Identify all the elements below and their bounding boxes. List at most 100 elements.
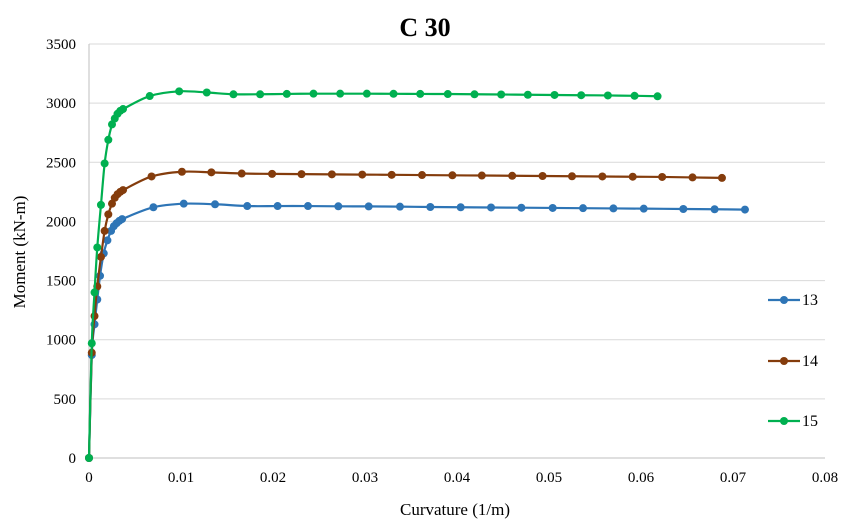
data-point (710, 205, 719, 214)
data-point (256, 90, 265, 99)
data-point (104, 210, 113, 219)
data-point (90, 288, 99, 297)
data-point (577, 91, 586, 100)
data-point (470, 90, 479, 99)
y-axis-label: Moment (kN-m) (10, 196, 29, 309)
data-point (487, 203, 496, 212)
x-tick-label: 0.02 (260, 470, 286, 486)
y-tick-label: 1500 (46, 274, 76, 290)
data-point (477, 171, 486, 180)
series-15 (85, 87, 662, 462)
data-point (273, 202, 282, 211)
data-point (639, 204, 648, 213)
data-point (426, 202, 435, 211)
x-tick-label: 0.07 (720, 470, 747, 486)
series-line (87, 90, 658, 459)
y-tick-label: 3500 (46, 37, 76, 53)
legend-item-13: 13 (768, 292, 818, 309)
data-point (389, 89, 398, 98)
y-tick-label: 3000 (46, 96, 76, 112)
data-point (303, 202, 312, 211)
data-point (207, 168, 216, 177)
data-point (179, 199, 188, 208)
y-tick-label: 0 (69, 451, 77, 467)
data-point (568, 172, 576, 181)
series-line (87, 202, 745, 459)
x-tick-label: 0.06 (628, 470, 655, 486)
x-tick-label: 0.04 (444, 470, 471, 486)
x-tick-labels: 0 0.01 0.02 0.03 0.04 0.05 0.06 0.07 0.08 (85, 470, 838, 486)
legend-marker (780, 296, 788, 304)
series-14 (85, 167, 726, 462)
data-point (362, 89, 371, 98)
legend: 13 14 15 (768, 292, 818, 430)
x-tick-label: 0.03 (352, 470, 378, 486)
series-group (85, 87, 749, 462)
data-point (93, 243, 102, 252)
data-point (517, 203, 526, 212)
data-point (229, 90, 238, 99)
y-tick-labels: 0 500 1000 1500 2000 2500 3000 3500 (46, 37, 76, 467)
legend-marker (780, 417, 788, 425)
data-point (418, 171, 427, 180)
data-point (717, 173, 726, 182)
data-point (603, 91, 612, 100)
data-point (395, 202, 404, 211)
data-point (609, 204, 618, 213)
data-point (628, 172, 637, 181)
data-point (87, 339, 96, 348)
data-point (327, 170, 336, 179)
data-point (358, 170, 367, 179)
series-line (87, 170, 722, 459)
data-point (630, 91, 639, 100)
gridlines (89, 43, 825, 400)
data-point (268, 169, 277, 178)
y-tick-label: 2500 (46, 155, 76, 171)
data-point (336, 89, 345, 98)
data-point (90, 312, 99, 321)
data-point (658, 172, 667, 181)
data-point (104, 135, 113, 144)
data-point (334, 202, 343, 211)
legend-marker (780, 357, 788, 365)
series-13 (85, 199, 749, 462)
data-point (96, 252, 105, 261)
data-point (416, 89, 425, 98)
legend-label: 14 (802, 353, 818, 370)
x-tick-label: 0 (85, 470, 93, 486)
data-point (309, 89, 318, 98)
data-point (100, 226, 109, 235)
data-point (297, 170, 306, 179)
x-tick-label: 0.01 (168, 470, 194, 486)
data-point (96, 200, 105, 209)
data-point (443, 90, 452, 99)
data-point (538, 172, 547, 181)
data-point (85, 454, 93, 462)
data-point (100, 159, 109, 168)
data-point (364, 202, 373, 211)
data-point (103, 236, 112, 245)
data-point (508, 171, 517, 180)
data-point (175, 87, 184, 96)
data-point (147, 172, 156, 181)
data-point (548, 203, 557, 212)
data-point (456, 203, 465, 212)
data-point (282, 89, 291, 98)
data-point (202, 88, 211, 97)
axes (88, 44, 825, 459)
data-point (211, 200, 220, 209)
data-point (448, 171, 457, 180)
data-point (550, 90, 559, 99)
data-point (149, 203, 158, 212)
data-point (119, 105, 128, 114)
legend-item-15: 15 (768, 413, 818, 430)
data-point (387, 170, 396, 179)
data-point (497, 90, 506, 99)
legend-label: 13 (802, 292, 818, 309)
data-point (688, 173, 697, 182)
data-point (679, 205, 688, 214)
x-tick-label: 0.05 (536, 470, 562, 486)
x-tick-label: 0.08 (812, 470, 838, 486)
data-point (119, 186, 128, 195)
data-point (145, 92, 154, 101)
